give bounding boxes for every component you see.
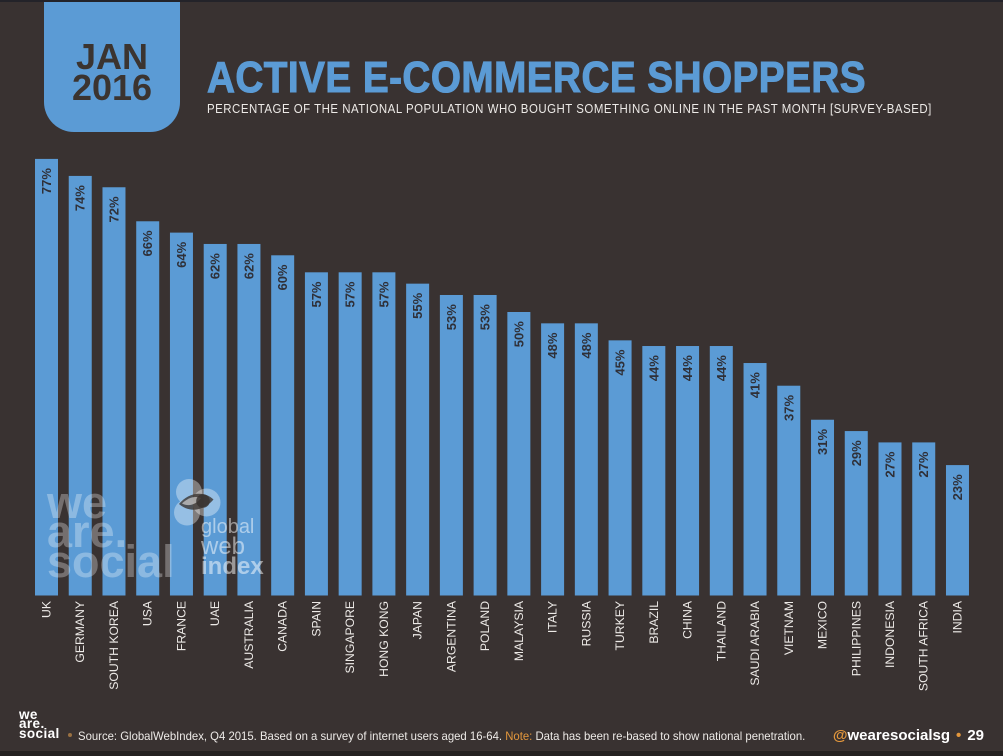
svg-text:MEXICO: MEXICO	[816, 601, 830, 649]
svg-text:57%: 57%	[376, 281, 391, 307]
svg-text:27%: 27%	[916, 451, 931, 477]
svg-text:POLAND: POLAND	[478, 601, 492, 651]
svg-text:we: we	[46, 477, 107, 528]
svg-text:57%: 57%	[343, 281, 358, 307]
svg-text:MALAYSIA: MALAYSIA	[512, 600, 526, 661]
svg-text:GERMANY: GERMANY	[73, 601, 87, 663]
svg-text:44%: 44%	[646, 355, 661, 381]
svg-text:62%: 62%	[241, 253, 256, 279]
svg-text:global: global	[201, 516, 254, 538]
svg-text:AUSTRALIA: AUSTRALIA	[242, 600, 256, 669]
svg-text:41%: 41%	[748, 372, 763, 398]
svg-text:INDIA: INDIA	[950, 600, 964, 633]
svg-text:48%: 48%	[545, 332, 560, 358]
svg-text:31%: 31%	[815, 429, 830, 455]
svg-text:INDONESIA: INDONESIA	[883, 600, 897, 668]
svg-text:29%: 29%	[849, 440, 864, 466]
svg-text:SOUTH AFRICA: SOUTH AFRICA	[917, 600, 931, 691]
svg-text:SOUTH KOREA: SOUTH KOREA	[107, 600, 121, 690]
svg-text:ITALY: ITALY	[546, 601, 560, 633]
svg-text:TURKEY: TURKEY	[613, 601, 627, 650]
svg-text:web: web	[200, 533, 245, 560]
svg-text:SINGAPORE: SINGAPORE	[343, 601, 357, 673]
svg-text:53%: 53%	[478, 304, 493, 330]
svg-text:53%: 53%	[444, 304, 459, 330]
svg-text:HONG KONG: HONG KONG	[377, 601, 391, 677]
svg-text:23%: 23%	[950, 474, 965, 500]
svg-text:FRANCE: FRANCE	[174, 601, 188, 651]
svg-text:social: social	[47, 536, 175, 587]
svg-text:SAUDI ARABIA: SAUDI ARABIA	[748, 600, 762, 686]
svg-text:UAE: UAE	[208, 601, 222, 626]
svg-text:62%: 62%	[208, 253, 223, 279]
svg-text:27%: 27%	[883, 451, 898, 477]
svg-text:PHILIPPINES: PHILIPPINES	[849, 601, 863, 676]
svg-text:THAILAND: THAILAND	[714, 601, 728, 661]
svg-text:44%: 44%	[680, 355, 695, 381]
svg-text:RUSSIA: RUSSIA	[579, 600, 593, 646]
svg-text:74%: 74%	[73, 185, 88, 211]
svg-text:UK: UK	[40, 601, 54, 618]
svg-text:CANADA: CANADA	[276, 600, 290, 652]
svg-text:BRAZIL: BRAZIL	[647, 601, 661, 644]
svg-text:ARGENTINA: ARGENTINA	[444, 600, 458, 672]
svg-text:are.: are.	[47, 506, 127, 557]
svg-text:66%: 66%	[140, 230, 155, 256]
svg-text:72%: 72%	[106, 196, 121, 222]
svg-text:CHINA: CHINA	[681, 600, 695, 639]
svg-text:USA: USA	[141, 600, 155, 626]
svg-text:45%: 45%	[613, 349, 628, 375]
svg-text:37%: 37%	[781, 394, 796, 420]
svg-text:SPAIN: SPAIN	[309, 601, 323, 637]
svg-text:55%: 55%	[410, 292, 425, 318]
svg-text:57%: 57%	[309, 281, 324, 307]
svg-text:64%: 64%	[174, 241, 189, 267]
svg-text:50%: 50%	[511, 321, 526, 347]
svg-text:JAPAN: JAPAN	[411, 601, 425, 639]
svg-text:index: index	[201, 553, 264, 580]
svg-text:44%: 44%	[714, 355, 729, 381]
svg-text:VIETNAM: VIETNAM	[782, 601, 796, 655]
svg-text:60%: 60%	[275, 264, 290, 290]
svg-text:48%: 48%	[579, 332, 594, 358]
svg-text:77%: 77%	[39, 168, 54, 194]
